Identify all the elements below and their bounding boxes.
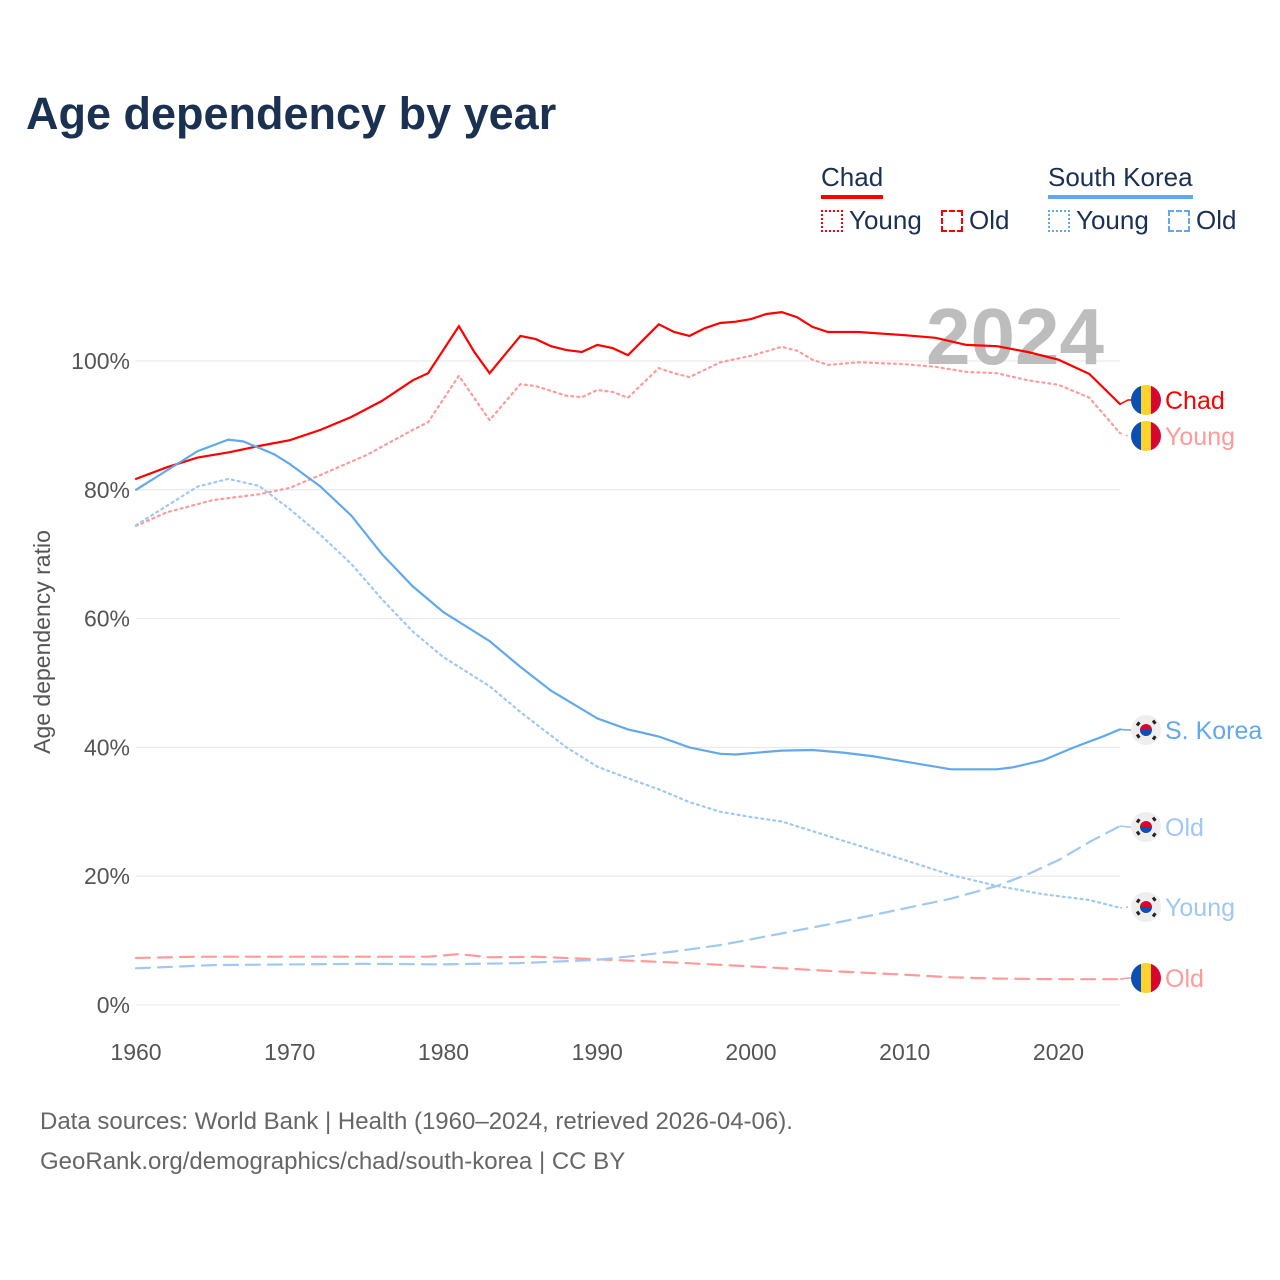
leader-line [1119, 432, 1132, 437]
x-tick-label: 1960 [110, 1039, 161, 1065]
dotted-swatch-icon [1048, 209, 1070, 232]
y-tick-label: 60% [84, 606, 130, 632]
chad-flag-icon [1131, 963, 1161, 993]
leader-line [1119, 977, 1132, 980]
leader-line [1119, 825, 1132, 828]
x-tick-label: 1970 [264, 1039, 315, 1065]
series-end-label: Young [1165, 423, 1235, 451]
legend-korea-old: Old [1168, 205, 1236, 236]
series-line-south-korea [134, 438, 1122, 771]
legend-label: Old [1196, 205, 1237, 235]
chad-flag-icon [1131, 385, 1161, 415]
legend-label: Young [849, 205, 922, 235]
footer-sources: Data sources: World Bank | Health (1960–… [40, 1108, 793, 1135]
dashed-swatch-icon [941, 209, 963, 232]
chart-title: Age dependency by year [26, 88, 557, 139]
x-tick-label: 2020 [1033, 1039, 1084, 1065]
south-korea-flag-icon [1131, 892, 1161, 922]
legend-chad-old: Old [941, 205, 1009, 236]
x-tick-label: 2010 [879, 1039, 930, 1065]
leader-line [1119, 906, 1132, 909]
chad-flag-icon [1131, 421, 1161, 451]
y-tick-label: 40% [84, 734, 130, 760]
footer-link[interactable]: GeoRank.org/demographics/chad/south-kore… [40, 1148, 626, 1175]
series-line-south-korea-old [134, 824, 1122, 970]
leader-line [1119, 728, 1132, 731]
series-end-label: Chad [1165, 387, 1225, 415]
series-end-label: Young [1165, 894, 1235, 922]
series-line-chad-old [134, 952, 1122, 981]
x-tick-label: 1990 [572, 1039, 623, 1065]
x-tick-label: 1980 [418, 1039, 469, 1065]
series-line-chad-young [134, 345, 1122, 527]
dotted-swatch-icon [821, 209, 843, 232]
y-axis-label: Age dependency ratio [29, 530, 55, 754]
y-tick-label: 20% [84, 863, 130, 889]
y-tick-label: 100% [71, 348, 130, 374]
y-tick-label: 0% [97, 992, 130, 1018]
legend-label: Young [1076, 205, 1149, 235]
series-end-label: Old [1165, 814, 1204, 842]
y-tick-label: 80% [84, 477, 130, 503]
south-korea-flag-icon [1131, 715, 1161, 745]
series-end-label: Old [1165, 965, 1204, 993]
series-line-south-korea-young [134, 477, 1122, 909]
legend-label: Old [969, 205, 1010, 235]
leader-line [1119, 399, 1132, 405]
legend-chad: Chad [821, 162, 884, 199]
south-korea-flag-icon [1131, 812, 1161, 842]
series-end-label: S. Korea [1165, 717, 1262, 745]
x-tick-label: 2000 [725, 1039, 776, 1065]
legend-korea-young: Young [1048, 205, 1149, 236]
series-line-chad [134, 310, 1122, 480]
legend-chad-young: Young [821, 205, 922, 236]
legend-south-korea: South Korea [1048, 162, 1193, 199]
dashed-swatch-icon [1168, 209, 1190, 232]
